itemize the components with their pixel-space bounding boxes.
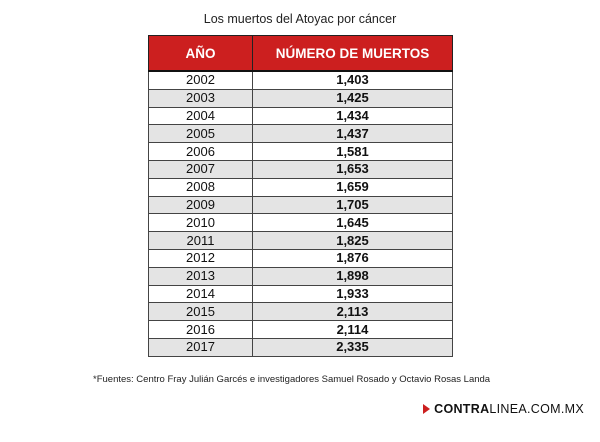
cell-year: 2015 bbox=[148, 302, 253, 322]
table-row: 2013 1,898 bbox=[148, 266, 453, 286]
table-header-row: AÑO NÚMERO DE MUERTOS bbox=[148, 35, 453, 72]
header-year: AÑO bbox=[148, 35, 253, 72]
table-row: 2012 1,876 bbox=[148, 248, 453, 268]
cell-year: 2011 bbox=[148, 231, 253, 250]
cell-year: 2005 bbox=[148, 124, 253, 144]
cell-deaths: 1,645 bbox=[252, 213, 453, 233]
brand-rest: LINEA.COM.MX bbox=[489, 402, 584, 416]
cell-year: 2010 bbox=[148, 213, 253, 233]
brand-bold: CONTRA bbox=[434, 402, 490, 416]
cell-deaths: 1,659 bbox=[252, 177, 453, 197]
cell-deaths: 1,425 bbox=[252, 88, 453, 108]
cell-deaths: 2,114 bbox=[252, 320, 453, 339]
table-row: 2009 1,705 bbox=[148, 195, 453, 215]
table-row: 2003 1,425 bbox=[148, 88, 453, 108]
table-row: 2015 2,113 bbox=[148, 302, 453, 322]
cell-year: 2002 bbox=[148, 70, 253, 90]
cell-deaths: 1,581 bbox=[252, 142, 453, 161]
cell-year: 2003 bbox=[148, 88, 253, 108]
chart-title: Los muertos del Atoyac por cáncer bbox=[203, 12, 397, 26]
cell-year: 2017 bbox=[148, 337, 253, 357]
cell-deaths: 1,434 bbox=[252, 106, 453, 126]
table-row: 2011 1,825 bbox=[148, 231, 453, 250]
table-row: 2010 1,645 bbox=[148, 213, 453, 233]
cell-deaths: 1,876 bbox=[252, 248, 453, 268]
table-row: 2005 1,437 bbox=[148, 124, 453, 144]
cell-deaths: 1,705 bbox=[252, 195, 453, 215]
cell-year: 2014 bbox=[148, 284, 253, 304]
table-row: 2004 1,434 bbox=[148, 106, 453, 126]
cell-deaths: 1,437 bbox=[252, 124, 453, 144]
cell-year: 2008 bbox=[148, 177, 253, 197]
cell-year: 2013 bbox=[148, 266, 253, 286]
header-deaths: NÚMERO DE MUERTOS bbox=[252, 35, 453, 72]
cell-year: 2004 bbox=[148, 106, 253, 126]
cell-deaths: 1,898 bbox=[252, 266, 453, 286]
table-row: 2006 1,581 bbox=[148, 142, 453, 161]
cell-deaths: 2,335 bbox=[252, 337, 453, 357]
cell-year: 2006 bbox=[148, 142, 253, 161]
cell-year: 2016 bbox=[148, 320, 253, 339]
table-body: 2002 1,403 2003 1,425 2004 1,434 2005 1,437 2006… bbox=[148, 70, 453, 357]
cell-deaths: 1,403 bbox=[252, 70, 453, 90]
table-row: 2017 2,335 bbox=[148, 337, 453, 357]
footnote: *Fuentes: Centro Fray Julián Garcés e in… bbox=[93, 374, 491, 385]
cell-deaths: 1,653 bbox=[252, 159, 453, 179]
table-row: 2002 1,403 bbox=[148, 70, 453, 90]
cell-deaths: 1,825 bbox=[252, 231, 453, 250]
cell-year: 2009 bbox=[148, 195, 253, 215]
play-arrow-icon bbox=[423, 404, 431, 414]
table-row: 2008 1,659 bbox=[148, 177, 453, 197]
table-row: 2016 2,114 bbox=[148, 320, 453, 339]
data-table: AÑO NÚMERO DE MUERTOS 2002 1,403 2003 1,425… bbox=[148, 35, 453, 357]
table-row: 2014 1,933 bbox=[148, 284, 453, 304]
cell-deaths: 2,113 bbox=[252, 302, 453, 322]
table-row: 2007 1,653 bbox=[148, 159, 453, 179]
cell-year: 2012 bbox=[148, 248, 253, 268]
cell-deaths: 1,933 bbox=[252, 284, 453, 304]
cell-year: 2007 bbox=[148, 159, 253, 179]
brand-logo: CONTRA LINEA.COM.MX bbox=[423, 402, 584, 416]
